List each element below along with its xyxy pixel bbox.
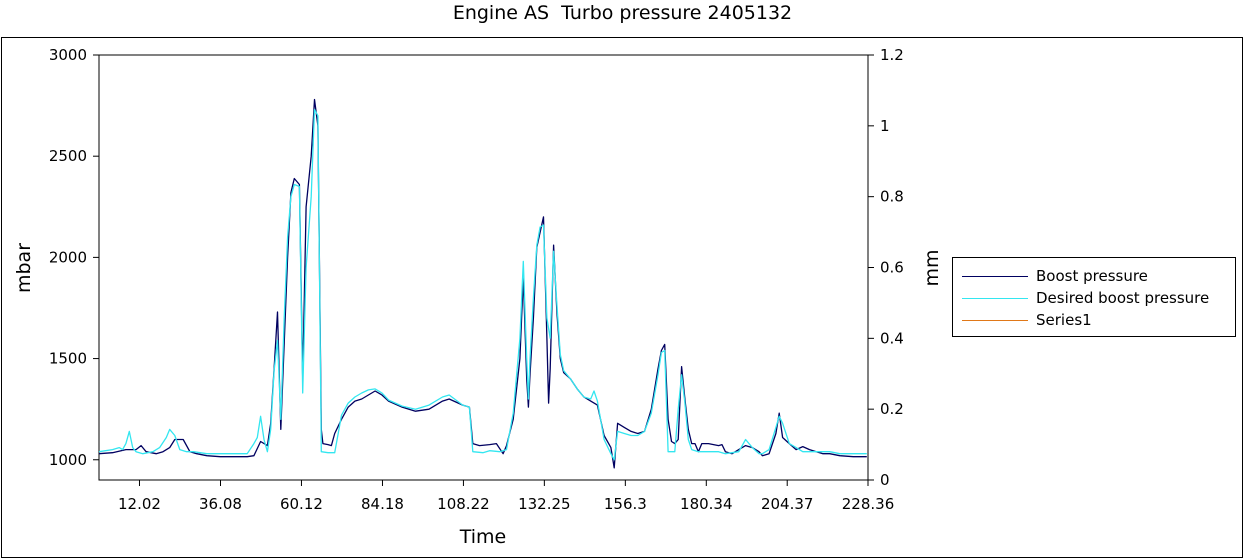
y2-tick-label: 0 [880,471,890,489]
legend-item-desired-boost-pressure: Desired boost pressure [953,287,1235,309]
legend-item-boost-pressure: Boost pressure [953,265,1235,287]
y-tick-label: 1000 [49,451,87,469]
x-tick-label: 108.22 [437,495,490,513]
y-tick-label: 2500 [49,147,87,165]
legend-label: Desired boost pressure [1036,289,1210,307]
y2-tick-label: 0.6 [880,259,904,277]
x-tick-label: 60.12 [280,495,323,513]
x-axis-title: Time [459,526,507,548]
y2-tick-label: 1 [880,117,890,135]
series-line-boost-pressure [98,98,867,469]
x-tick-label: 156.3 [604,495,647,513]
y-tick-label: 1500 [49,350,87,368]
x-tick-label: 132.25 [518,495,571,513]
chart-title: Engine AS Turbo pressure 2405132 [452,2,793,24]
y-tick-label: 2000 [49,248,87,266]
legend-item-series1: Series1 [953,309,1235,331]
x-tick-label: 180.34 [680,495,733,513]
y2-tick-label: 0.4 [880,329,904,347]
x-tick-label: 12.02 [118,495,161,513]
x-tick-label: 36.08 [199,495,242,513]
x-tick-label: 84.18 [361,495,404,513]
y-axis-title: mbar [13,243,35,293]
y2-tick-label: 0.2 [880,400,904,418]
x-tick-label: 228.36 [842,495,895,513]
series-line-desired-boost-pressure [98,108,867,461]
legend: Boost pressure Desired boost pressure Se… [952,257,1236,337]
legend-swatch-desired-boost-pressure [962,297,1028,299]
chart-frame [1,37,1243,558]
legend-swatch-boost-pressure [962,275,1028,277]
plot-area-border [98,54,869,481]
y2-tick-label: 1.2 [880,46,904,64]
x-tick-label: 204.37 [761,495,814,513]
legend-label: Boost pressure [1036,267,1148,285]
y2-tick-label: 0.8 [880,188,904,206]
y-tick-label: 3000 [49,46,87,64]
legend-label: Series1 [1036,311,1092,329]
y2-axis-title: mm [921,249,943,286]
legend-swatch-series1 [962,319,1028,321]
